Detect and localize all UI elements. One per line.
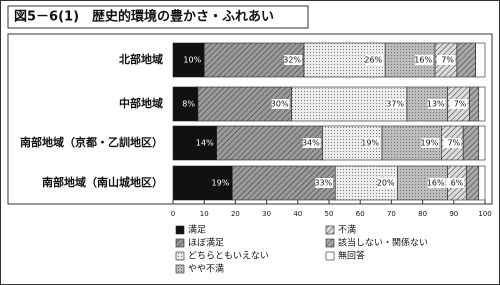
- value-label-bg: [436, 55, 455, 65]
- legend-label: 該当しない・関係ない: [338, 237, 428, 249]
- legend-label: 不満: [338, 225, 356, 236]
- title-box: [7, 5, 309, 29]
- bar-segment-pattern: [469, 87, 479, 121]
- value-label: 19%: [421, 139, 439, 148]
- value-label-bg: [449, 99, 468, 109]
- x-tick-label: 70: [387, 210, 396, 218]
- value-label: 26%: [364, 56, 382, 65]
- value-label: 7%: [441, 56, 454, 65]
- legend-swatch-pattern: [326, 239, 334, 247]
- value-label: 10%: [183, 56, 201, 65]
- x-tick-label: 90: [449, 210, 458, 218]
- value-label-bg: [196, 138, 215, 148]
- category-label: 中部地域: [119, 96, 163, 110]
- value-label: 13%: [427, 100, 445, 109]
- value-label-bg: [427, 99, 446, 109]
- legend-swatch: [325, 251, 335, 261]
- value-label-bg: [212, 178, 231, 188]
- x-tick-label: 40: [293, 210, 302, 218]
- category-label: 北部地域: [119, 52, 163, 66]
- value-label-bg: [302, 138, 321, 148]
- legend-label: 満足: [188, 225, 206, 236]
- bar-segment: [478, 165, 486, 201]
- value-label: 34%: [302, 139, 320, 148]
- legend-label: どちらともいえない: [188, 251, 269, 262]
- value-label-bg: [271, 99, 290, 109]
- bar-segment: [475, 42, 486, 78]
- value-label-bg: [443, 138, 462, 148]
- legend-swatch-pattern: [176, 265, 184, 273]
- legend-label: 無回答: [338, 250, 365, 262]
- bar-segment-pattern: [463, 126, 479, 160]
- value-label-bg: [446, 178, 465, 188]
- value-label: 6%: [451, 179, 464, 188]
- value-label: 20%: [377, 179, 395, 188]
- x-tick-label: 30: [262, 210, 271, 218]
- value-label-bg: [421, 138, 440, 148]
- category-label: 南部地域（南山城地区）: [42, 175, 163, 189]
- category-label: 南部地域（京都・乙訓地区）: [20, 135, 163, 149]
- value-label-bg: [362, 138, 381, 148]
- x-tick-label: 60: [356, 210, 365, 218]
- value-label-bg: [387, 99, 405, 109]
- x-tick-label: 50: [325, 210, 334, 218]
- value-label: 16%: [427, 179, 445, 188]
- x-tick-label: 10: [200, 210, 209, 218]
- x-tick-label: 100: [478, 210, 491, 218]
- legend-swatch-pattern: [326, 226, 334, 234]
- bar-segment: [478, 86, 486, 122]
- value-label: 30%: [271, 100, 289, 109]
- value-label: 14%: [196, 139, 214, 148]
- bar-segment-pattern: [456, 43, 476, 77]
- value-label: 37%: [386, 100, 404, 109]
- bar-segment-pattern: [466, 166, 479, 200]
- x-tick-label: 20: [231, 210, 240, 218]
- value-label: 7%: [447, 139, 460, 148]
- value-label-bg: [415, 55, 434, 65]
- value-label: 8%: [182, 100, 195, 109]
- value-label: 19%: [361, 139, 379, 148]
- value-label: 16%: [414, 56, 432, 65]
- value-label-bg: [184, 55, 203, 65]
- x-tick-label: 0: [171, 210, 175, 218]
- value-label: 32%: [283, 56, 301, 65]
- value-label-bg: [177, 99, 196, 109]
- value-label: 33%: [314, 179, 332, 188]
- value-label-bg: [365, 55, 384, 65]
- legend-swatch-pattern: [176, 252, 184, 260]
- legend-swatch: [175, 225, 185, 235]
- legend-label: やや不満: [188, 264, 224, 275]
- value-label: 19%: [211, 179, 229, 188]
- legend-swatch-pattern: [176, 239, 184, 247]
- value-label-bg: [315, 178, 334, 188]
- value-label-bg: [284, 55, 303, 65]
- legend-label: ほぼ満足: [188, 238, 224, 249]
- x-tick-label: 80: [418, 210, 427, 218]
- chart-title: 図5－6(1) 歴史的環境の豊かさ・ふれあい: [14, 9, 274, 25]
- value-label: 7%: [454, 100, 467, 109]
- plot-frame: [7, 33, 493, 205]
- value-label-bg: [427, 178, 446, 188]
- value-label-bg: [377, 178, 396, 188]
- bar-segment: [478, 125, 486, 161]
